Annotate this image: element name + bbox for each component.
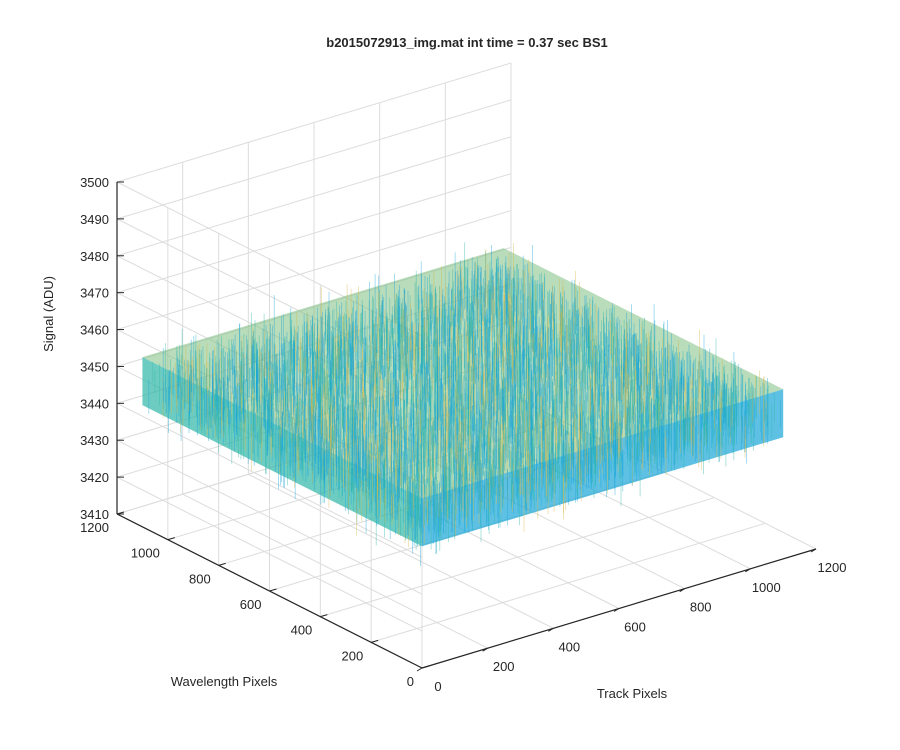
grid-line: [116, 476, 423, 632]
grid-line: [116, 402, 423, 558]
grid-line: [116, 439, 423, 595]
grid-line: [248, 473, 554, 629]
grid-line: [182, 493, 488, 649]
grid-line: [116, 210, 512, 331]
grid-line: [116, 99, 512, 220]
signal-surface: [142, 242, 784, 567]
grid-line: [116, 136, 512, 257]
grid-line: [116, 62, 512, 183]
grid-line: [116, 173, 512, 294]
